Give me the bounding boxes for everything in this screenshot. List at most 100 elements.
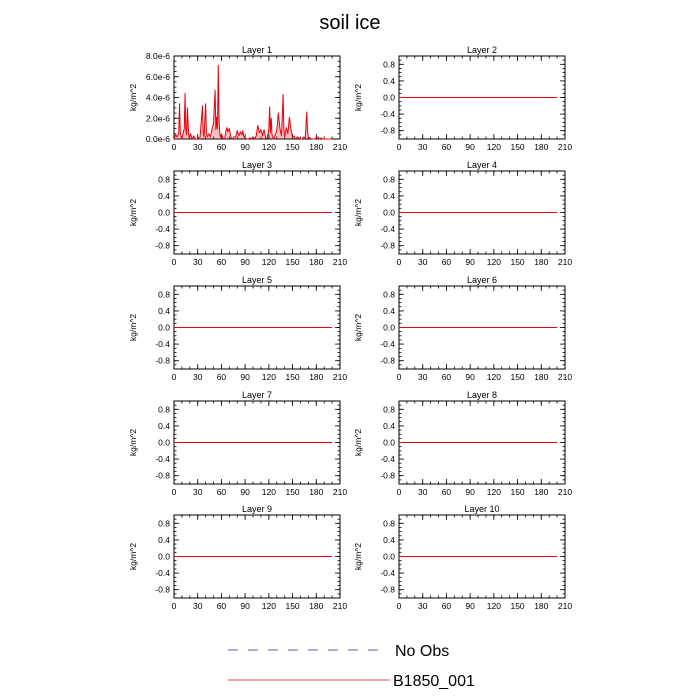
x-tick-label: 60 (217, 142, 227, 152)
x-tick-label: 150 (510, 601, 524, 611)
x-tick-label: 0 (397, 257, 402, 267)
y-tick-label: -0.8 (380, 356, 395, 366)
panel-layer-5: Layer 5 kg/m^2 0 30 60 90 120 150 180 210 -0.8 -0.4… (128, 275, 347, 382)
panel-layer-4: Layer 4 kg/m^2 0 30 60 90 120 150 180 210 -0.8 -0.4… (353, 160, 572, 267)
y-axis-label: kg/m^2 (353, 543, 363, 570)
x-tick-label: 30 (418, 257, 428, 267)
y-tick-label: -0.4 (380, 224, 395, 234)
x-tick-label: 30 (418, 601, 428, 611)
y-axis-label: kg/m^2 (353, 429, 363, 456)
x-tick-label: 210 (558, 372, 572, 382)
x-tick-label: 60 (217, 372, 227, 382)
x-tick-label: 0 (397, 372, 402, 382)
x-tick-label: 90 (240, 142, 250, 152)
x-tick-label: 210 (333, 601, 347, 611)
panel-title: Layer 2 (467, 45, 497, 55)
y-tick-label: -0.8 (155, 356, 170, 366)
y-tick-label: 0.8 (383, 518, 395, 528)
y-tick-label: -0.8 (380, 471, 395, 481)
x-tick-label: 120 (487, 372, 501, 382)
y-tick-label: -0.4 (380, 109, 395, 119)
x-tick-label: 120 (262, 257, 276, 267)
y-tick-label: 0.4 (158, 535, 170, 545)
y-tick-label: -0.4 (155, 568, 170, 578)
x-tick-label: 180 (309, 142, 323, 152)
panel-title: Layer 7 (242, 390, 272, 400)
legend-label-b1850-001: B1850_001 (393, 673, 475, 690)
y-tick-label: -0.4 (155, 224, 170, 234)
x-tick-label: 90 (465, 601, 475, 611)
y-tick-label: -0.4 (155, 339, 170, 349)
x-tick-label: 210 (558, 487, 572, 497)
panel-title: Layer 1 (242, 45, 272, 55)
x-tick-label: 150 (285, 257, 299, 267)
x-tick-label: 30 (193, 257, 203, 267)
panel-layer-3: Layer 3 kg/m^2 0 30 60 90 120 150 180 210 -0.8 -0.4… (128, 160, 347, 267)
x-tick-label: 30 (193, 372, 203, 382)
x-tick-label: 0 (172, 601, 177, 611)
y-tick-label: -0.4 (155, 454, 170, 464)
panel-title: Layer 3 (242, 160, 272, 170)
y-tick-label: 0.0 (383, 93, 395, 103)
x-tick-label: 150 (510, 142, 524, 152)
y-tick-label: -0.8 (380, 585, 395, 595)
x-tick-label: 60 (442, 142, 452, 152)
x-tick-label: 180 (309, 372, 323, 382)
y-tick-label: -0.8 (155, 471, 170, 481)
x-tick-label: 210 (558, 142, 572, 152)
y-tick-label: 0.4 (383, 76, 395, 86)
x-tick-label: 120 (262, 601, 276, 611)
x-tick-label: 180 (534, 142, 548, 152)
y-axis-label: kg/m^2 (128, 429, 138, 456)
series-line (173, 64, 333, 140)
x-tick-label: 120 (262, 487, 276, 497)
series-fill (174, 65, 333, 139)
x-tick-label: 0 (172, 257, 177, 267)
panels: Layer 1 kg/m^2 0 30 60 90 120 150 180 210 0.0e-6 2.… (128, 45, 572, 611)
y-axis-label: kg/m^2 (128, 314, 138, 341)
y-tick-label: 0.0 (383, 552, 395, 562)
panel-layer-10: Layer 10 kg/m^2 0 30 60 90 120 150 180 210 -0.8 -0.… (353, 504, 572, 611)
y-tick-label: 0.4 (383, 421, 395, 431)
panel-layer-7: Layer 7 kg/m^2 0 30 60 90 120 150 180 210 -0.8 -0.4… (128, 390, 347, 497)
panel-title: Layer 10 (464, 504, 499, 514)
x-tick-label: 90 (465, 257, 475, 267)
y-axis-label: kg/m^2 (128, 199, 138, 226)
y-tick-label: 0.4 (158, 191, 170, 201)
x-tick-label: 60 (217, 257, 227, 267)
y-axis-label: kg/m^2 (353, 314, 363, 341)
y-tick-label: 0.8 (158, 404, 170, 414)
x-tick-label: 180 (534, 487, 548, 497)
legend-label-no-obs: No Obs (395, 643, 449, 660)
y-axis-label: kg/m^2 (353, 199, 363, 226)
y-tick-label: 0.8 (158, 518, 170, 528)
x-tick-label: 150 (285, 487, 299, 497)
x-tick-label: 180 (534, 372, 548, 382)
x-tick-label: 0 (397, 487, 402, 497)
y-tick-label: 0.0 (158, 438, 170, 448)
x-tick-label: 150 (510, 372, 524, 382)
panel-layer-2: Layer 2 kg/m^2 0 30 60 90 120 150 180 210 -0.8 -0.4… (353, 45, 572, 152)
x-tick-label: 30 (193, 142, 203, 152)
panel-layer-9: Layer 9 kg/m^2 0 30 60 90 120 150 180 210 -0.8 -0.4… (128, 504, 347, 611)
x-tick-label: 150 (285, 142, 299, 152)
x-tick-label: 210 (333, 372, 347, 382)
x-tick-label: 90 (465, 487, 475, 497)
x-tick-label: 30 (418, 142, 428, 152)
panel-layer-1: Layer 1 kg/m^2 0 30 60 90 120 150 180 210 0.0e-6 2.… (128, 45, 347, 152)
x-tick-label: 30 (418, 487, 428, 497)
panel-title: Layer 6 (467, 275, 497, 285)
x-tick-label: 90 (240, 257, 250, 267)
y-tick-label: 0.8 (383, 174, 395, 184)
y-tick-label: 6.0e-6 (146, 72, 170, 82)
x-tick-label: 90 (465, 142, 475, 152)
y-tick-label: -0.8 (380, 241, 395, 251)
x-tick-label: 180 (534, 601, 548, 611)
x-tick-label: 60 (217, 601, 227, 611)
x-tick-label: 0 (397, 142, 402, 152)
x-tick-label: 30 (418, 372, 428, 382)
y-tick-label: -0.4 (380, 454, 395, 464)
x-tick-label: 90 (240, 601, 250, 611)
y-tick-label: 0.4 (158, 421, 170, 431)
